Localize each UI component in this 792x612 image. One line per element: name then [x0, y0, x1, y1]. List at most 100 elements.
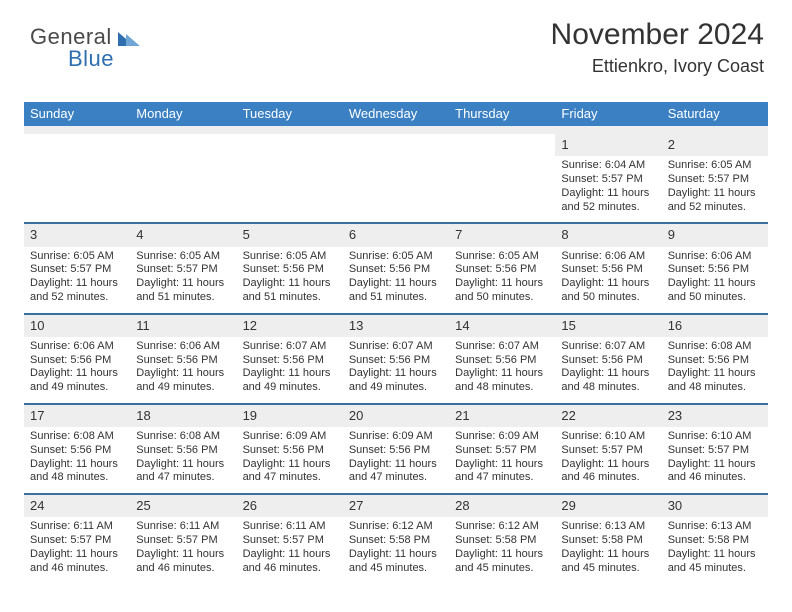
- daylight-text: Daylight: 11 hours and 47 minutes.: [449, 458, 555, 486]
- sunrise-text: Sunrise: 6:08 AM: [130, 430, 236, 444]
- day-cell: 17 Sunrise: 6:08 AMSunset: 5:56 PMDayligh…: [24, 405, 130, 493]
- sunset-text: Sunset: 5:56 PM: [237, 263, 343, 277]
- sunrise-text: Sunrise: 6:11 AM: [24, 520, 130, 534]
- sunrise-text: Sunrise: 6:10 AM: [662, 430, 768, 444]
- day-cell: 22Sunrise: 6:10 AMSunset: 5:57 PMDayligh…: [555, 405, 661, 493]
- daylight-text: Daylight: 11 hours and 48 minutes.: [555, 367, 661, 395]
- day-cell: [130, 134, 236, 222]
- logo-triangle-icon: [118, 28, 140, 46]
- day-number: 15: [555, 315, 661, 337]
- day-cell: 24Sunrise: 6:11 AMSunset: 5:57 PMDayligh…: [24, 495, 130, 583]
- daylight-text: Daylight: 11 hours and 49 minutes.: [130, 367, 236, 395]
- dow-monday: Monday: [130, 102, 236, 126]
- day-number: 19: [237, 405, 343, 427]
- sunset-text: Sunset: 5:57 PM: [130, 534, 236, 548]
- daylight-text: Daylight: 11 hours and 47 minutes.: [343, 458, 449, 486]
- day-cell: 16Sunrise: 6:08 AMSunset: 5:56 PMDayligh…: [662, 315, 768, 403]
- daylight-text: Daylight: 11 hours and 45 minutes.: [662, 548, 768, 576]
- sunset-text: Sunset: 5:56 PM: [130, 354, 236, 368]
- day-number: 29: [555, 495, 661, 517]
- day-cell: 11Sunrise: 6:06 AMSunset: 5:56 PMDayligh…: [130, 315, 236, 403]
- day-cell: 5Sunrise: 6:05 AMSunset: 5:56 PMDaylight…: [237, 224, 343, 312]
- sunset-text: Sunset: 5:56 PM: [555, 263, 661, 277]
- page-title: November 2024: [551, 18, 764, 52]
- sunset-text: Sunset: 5:56 PM: [449, 354, 555, 368]
- sunrise-text: Sunrise: 6:05 AM: [24, 250, 130, 264]
- sunrise-text: Sunrise: 6:09 AM: [237, 430, 343, 444]
- dow-tuesday: Tuesday: [237, 102, 343, 126]
- dow-sunday: Sunday: [24, 102, 130, 126]
- sunrise-text: Sunrise: 6:12 AM: [343, 520, 449, 534]
- sunset-text: Sunset: 5:56 PM: [237, 354, 343, 368]
- daylight-text: Daylight: 11 hours and 51 minutes.: [237, 277, 343, 305]
- daylight-text: Daylight: 11 hours and 50 minutes.: [662, 277, 768, 305]
- week-row: 1Sunrise: 6:04 AMSunset: 5:57 PMDaylight…: [24, 134, 768, 222]
- page: General Blue November 2024 Ettienkro, Iv…: [0, 0, 792, 612]
- sunset-text: Sunset: 5:56 PM: [130, 444, 236, 458]
- sunset-text: Sunset: 5:58 PM: [449, 534, 555, 548]
- daylight-text: Daylight: 11 hours and 52 minutes.: [662, 187, 768, 215]
- sunset-text: Sunset: 5:56 PM: [662, 263, 768, 277]
- day-number: 20: [343, 405, 449, 427]
- sunrise-text: Sunrise: 6:08 AM: [662, 340, 768, 354]
- daylight-text: Daylight: 11 hours and 51 minutes.: [343, 277, 449, 305]
- sunrise-text: Sunrise: 6:06 AM: [662, 250, 768, 264]
- day-number: 28: [449, 495, 555, 517]
- daylight-text: Daylight: 11 hours and 48 minutes.: [662, 367, 768, 395]
- day-number: 4: [130, 224, 236, 246]
- day-cell: [343, 134, 449, 222]
- sunset-text: Sunset: 5:58 PM: [343, 534, 449, 548]
- day-cell: 14Sunrise: 6:07 AMSunset: 5:56 PMDayligh…: [449, 315, 555, 403]
- day-number: 25: [130, 495, 236, 517]
- sunset-text: Sunset: 5:56 PM: [343, 444, 449, 458]
- day-number: 17: [24, 405, 130, 427]
- sunrise-text: Sunrise: 6:05 AM: [343, 250, 449, 264]
- dow-thursday: Thursday: [449, 102, 555, 126]
- sunrise-text: Sunrise: 6:08 AM: [24, 430, 130, 444]
- daylight-text: Daylight: 11 hours and 46 minutes.: [130, 548, 236, 576]
- day-cell: 20Sunrise: 6:09 AMSunset: 5:56 PMDayligh…: [343, 405, 449, 493]
- day-number: 14: [449, 315, 555, 337]
- sunrise-text: Sunrise: 6:13 AM: [555, 520, 661, 534]
- sunrise-text: Sunrise: 6:09 AM: [449, 430, 555, 444]
- day-number: 1: [555, 134, 661, 156]
- sunrise-text: Sunrise: 6:05 AM: [130, 250, 236, 264]
- location-label: Ettienkro, Ivory Coast: [551, 56, 764, 77]
- logo: General Blue: [30, 24, 140, 50]
- day-cell: 18 Sunrise: 6:08 AMSunset: 5:56 PMDayligh…: [130, 405, 236, 493]
- day-cell: 13Sunrise: 6:07 AMSunset: 5:56 PMDayligh…: [343, 315, 449, 403]
- daylight-text: Daylight: 11 hours and 47 minutes.: [130, 458, 236, 486]
- day-cell: 7Sunrise: 6:05 AMSunset: 5:56 PMDaylight…: [449, 224, 555, 312]
- sunset-text: Sunset: 5:57 PM: [24, 263, 130, 277]
- sunset-text: Sunset: 5:57 PM: [24, 534, 130, 548]
- sunset-text: Sunset: 5:57 PM: [662, 444, 768, 458]
- week-row: 3Sunrise: 6:05 AMSunset: 5:57 PMDaylight…: [24, 222, 768, 312]
- sunset-text: Sunset: 5:56 PM: [343, 354, 449, 368]
- sunset-text: Sunset: 5:57 PM: [130, 263, 236, 277]
- day-number: 18: [130, 405, 236, 427]
- sunset-text: Sunset: 5:57 PM: [449, 444, 555, 458]
- day-cell: 12Sunrise: 6:07 AMSunset: 5:56 PMDayligh…: [237, 315, 343, 403]
- sunset-text: Sunset: 5:56 PM: [24, 444, 130, 458]
- day-number: 5: [237, 224, 343, 246]
- day-cell: [449, 134, 555, 222]
- day-cell: 9Sunrise: 6:06 AMSunset: 5:56 PMDaylight…: [662, 224, 768, 312]
- sunrise-text: Sunrise: 6:13 AM: [662, 520, 768, 534]
- sunset-text: Sunset: 5:57 PM: [237, 534, 343, 548]
- day-number: 2: [662, 134, 768, 156]
- sunset-text: Sunset: 5:56 PM: [24, 354, 130, 368]
- sunrise-text: Sunrise: 6:05 AM: [662, 159, 768, 173]
- daylight-text: Daylight: 11 hours and 50 minutes.: [555, 277, 661, 305]
- daylight-text: Daylight: 11 hours and 48 minutes.: [24, 458, 130, 486]
- daylight-text: Daylight: 11 hours and 52 minutes.: [555, 187, 661, 215]
- daylight-text: Daylight: 11 hours and 46 minutes.: [24, 548, 130, 576]
- sunset-text: Sunset: 5:57 PM: [662, 173, 768, 187]
- sunrise-text: Sunrise: 6:07 AM: [555, 340, 661, 354]
- day-cell: 23Sunrise: 6:10 AMSunset: 5:57 PMDayligh…: [662, 405, 768, 493]
- daylight-text: Daylight: 11 hours and 52 minutes.: [24, 277, 130, 305]
- sunrise-text: Sunrise: 6:11 AM: [237, 520, 343, 534]
- sunset-text: Sunset: 5:56 PM: [662, 354, 768, 368]
- day-cell: 10Sunrise: 6:06 AMSunset: 5:56 PMDayligh…: [24, 315, 130, 403]
- day-cell: 15Sunrise: 6:07 AMSunset: 5:56 PMDayligh…: [555, 315, 661, 403]
- day-cell: 4Sunrise: 6:05 AMSunset: 5:57 PMDaylight…: [130, 224, 236, 312]
